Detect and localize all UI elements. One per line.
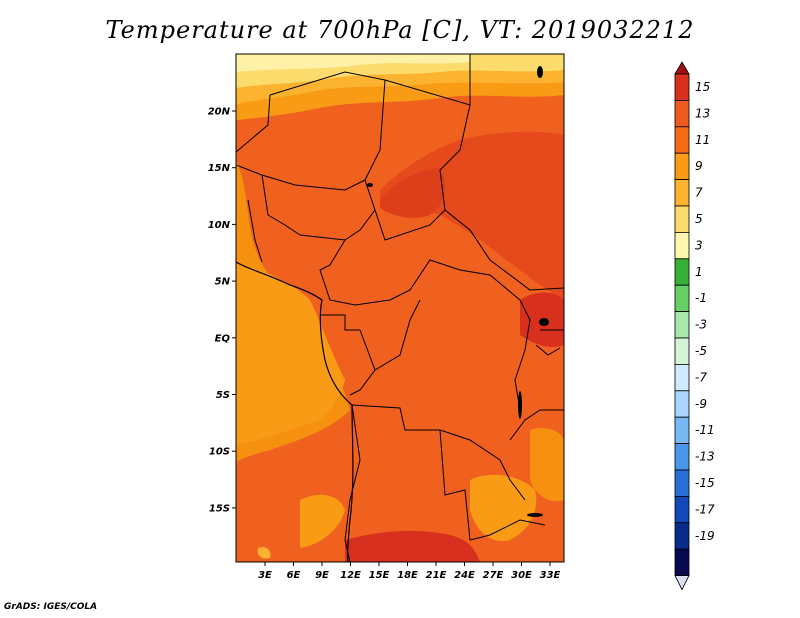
lon-tick-label: 12E	[340, 570, 361, 581]
colorbar-label: -5	[695, 344, 707, 358]
colorbar-segment	[674, 126, 690, 154]
lakes	[367, 66, 549, 517]
colorbar-label: 7	[695, 186, 703, 200]
colorbar-label: -17	[695, 502, 715, 516]
colorbar: 15 13 11 9 7 5 3 1 -1 -3 -5 -7 -9 -11 -13 -15 -17 -19	[674, 61, 715, 591]
colorbar-label: 1	[695, 265, 703, 279]
longitude-axis: 3E 6E 9E 12E 15E 18E 21E 24E 27E 30E 33E	[258, 562, 561, 581]
colorbar-segment	[674, 284, 690, 313]
country-borders	[236, 54, 564, 562]
colorbar-label: -15	[695, 476, 715, 490]
lat-tick-label: EQ	[215, 333, 231, 344]
lat-tick-label: 15S	[209, 503, 230, 514]
colorbar-label: 3	[695, 238, 703, 252]
colorbar-segment	[674, 548, 690, 577]
map-frame	[235, 53, 565, 563]
colorbar-segment	[674, 337, 690, 365]
colorbar-segment	[674, 443, 690, 471]
colorbar-label: -7	[695, 370, 707, 384]
colorbar-label: -3	[695, 318, 707, 332]
colorbar-label: 9	[695, 159, 703, 173]
colorbar-segment	[674, 311, 690, 339]
colorbar-segment	[674, 73, 690, 101]
credit-text: GrADS: IGES/COLA	[4, 602, 98, 612]
colorbar-label: -11	[695, 423, 715, 437]
colorbar-segment	[674, 363, 690, 392]
lat-tick-label: 10S	[209, 447, 230, 458]
colorbar-label: -1	[695, 291, 707, 305]
colorbar-segment	[674, 179, 690, 207]
colorbar-segment	[674, 390, 690, 418]
lon-tick-label: 6E	[287, 570, 301, 581]
lon-tick-label: 18E	[397, 570, 418, 581]
colorbar-segment	[674, 205, 690, 233]
colorbar-segment	[674, 152, 690, 180]
lon-tick-label: 9E	[315, 570, 329, 581]
map-title: Temperature at 700hPa [C], VT: 201903221…	[105, 16, 695, 44]
colorbar-label: 13	[695, 106, 710, 120]
colorbar-bottom-arrow	[674, 575, 690, 591]
colorbar-segment	[674, 100, 690, 128]
colorbar-label: 15	[695, 80, 710, 94]
colorbar-segment	[674, 416, 690, 445]
lon-tick-label: 33E	[540, 570, 561, 581]
colorbar-segment	[674, 258, 690, 286]
lat-tick-label: 10N	[208, 220, 231, 231]
colorbar-segment	[674, 495, 690, 524]
colorbar-segment	[674, 522, 690, 550]
lon-tick-label: 3E	[258, 570, 272, 581]
colorbar-segment	[674, 231, 690, 260]
lon-tick-label: 30E	[511, 570, 532, 581]
colorbar-label: 5	[695, 212, 703, 226]
colorbar-segment	[674, 469, 690, 497]
colorbar-label: 11	[695, 133, 710, 147]
latitude-axis: 20N 15N 10N 5N EQ 5S 10S 15S	[208, 107, 236, 514]
colorbar-top-arrow	[674, 61, 690, 75]
colorbar-label: -19	[695, 529, 715, 543]
colorbar-label: -9	[695, 397, 707, 411]
lat-tick-label: 15N	[208, 163, 231, 174]
lon-tick-label: 21E	[426, 570, 447, 581]
lon-tick-label: 24E	[454, 570, 475, 581]
colorbar-label: -13	[695, 450, 715, 464]
lat-tick-label: 20N	[208, 107, 231, 118]
lat-tick-label: 5S	[216, 390, 230, 401]
coastline	[236, 261, 354, 562]
temperature-field	[236, 54, 564, 562]
lat-tick-label: 5N	[215, 277, 231, 288]
lon-tick-label: 15E	[369, 570, 390, 581]
lon-tick-label: 27E	[483, 570, 504, 581]
